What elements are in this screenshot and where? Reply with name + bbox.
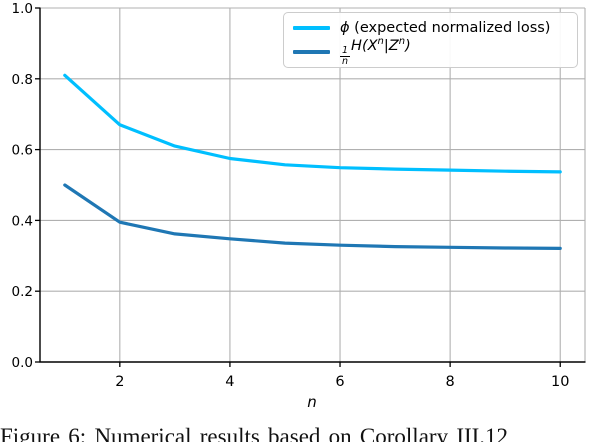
x-axis-label: n — [307, 393, 317, 411]
legend-label-entropy: 1 n H(Xn|Zn) — [340, 35, 411, 67]
y-tick-label: 0.6 — [12, 143, 33, 159]
line-chart: 2 4 6 8 10 0.0 0.2 0.4 0.6 0.8 1.0 — [12, 1, 586, 390]
series-line-0 — [63, 73, 562, 174]
x-tick-label: 8 — [446, 374, 455, 390]
y-tick-label: 1.0 — [12, 1, 33, 17]
y-tick-label: 0.2 — [12, 284, 33, 300]
x-tick-label: 10 — [551, 374, 569, 390]
x-tick-label: 6 — [335, 374, 344, 390]
y-tick-label: 0.0 — [12, 355, 33, 371]
y-tick-label: 0.4 — [12, 213, 33, 229]
entropy-line-swatch — [293, 50, 330, 54]
x-tick-label: 2 — [115, 374, 124, 390]
figure-caption: Figure 6: Numerical results based on Cor… — [0, 424, 509, 442]
legend-label-phi: ϕ (expected normalized loss) — [340, 20, 551, 36]
series-line-1 — [63, 183, 562, 250]
legend: ϕ (expected normalized loss) 1 n H(Xn|Zn) — [283, 12, 578, 68]
legend-item-phi: ϕ (expected normalized loss) — [293, 16, 568, 40]
x-tick-label: 4 — [225, 374, 234, 390]
legend-item-entropy: 1 n H(Xn|Zn) — [293, 35, 568, 67]
y-tick-label: 0.8 — [12, 72, 33, 88]
phi-line-swatch — [293, 26, 330, 30]
